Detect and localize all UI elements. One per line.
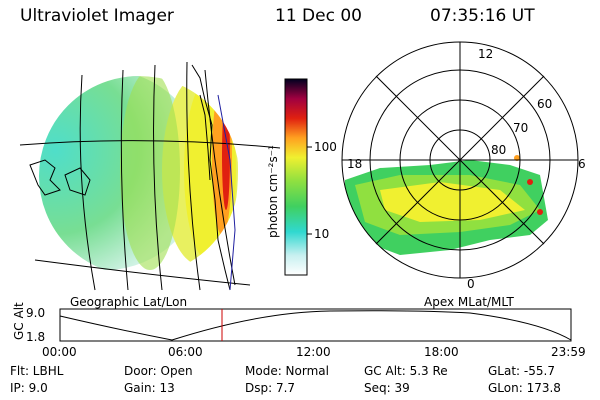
status-flt: Flt: LBHL [10, 364, 64, 378]
status-mode: Mode: Normal [245, 364, 329, 378]
status-gcalt: GC Alt: 5.3 Re [364, 364, 448, 378]
status-seq: Seq: 39 [364, 381, 410, 395]
time-tick-1800: 18:00 [424, 345, 459, 359]
polar-lat-70: 70 [513, 121, 529, 135]
status-glat: GLat: -55.7 [488, 364, 555, 378]
time-tick-0600: 06:00 [168, 345, 203, 359]
left-panel-caption: Geographic Lat/Lon [70, 295, 188, 309]
altitude-frame [59, 308, 572, 342]
time-tick-2359: 23:59 [551, 345, 586, 359]
altitude-y-top: 9.0 [26, 306, 46, 320]
altitude-axis-label: GC Alt [12, 302, 26, 340]
status-dsp: Dsp: 7.7 [245, 381, 296, 395]
polar-lat-80: 80 [491, 143, 507, 157]
time-label: 07:35:16 UT [430, 6, 535, 26]
polar-label-12: 12 [478, 47, 494, 61]
status-gain: Gain: 13 [124, 381, 175, 395]
status-ip: IP: 9.0 [10, 381, 48, 395]
altitude-y-bottom: 1.8 [26, 330, 46, 344]
colorbar-tick-10: 10 [314, 227, 330, 241]
polar-lat-60: 60 [537, 97, 553, 111]
polar-label-0: 0 [467, 277, 475, 291]
polar-label-6: 6 [578, 157, 586, 171]
disc-edge-mask [33, 70, 245, 282]
colorbar-tick-100: 100 [314, 140, 337, 154]
date-label: 11 Dec 00 [275, 6, 362, 26]
colorbar-unit-label: photon cm⁻²s⁻¹ [266, 145, 280, 238]
time-tick-1200: 12:00 [296, 345, 331, 359]
status-glon: GLon: 173.8 [488, 381, 561, 395]
polar-label-18: 18 [347, 157, 363, 171]
right-panel-caption: Apex MLat/MLT [424, 295, 514, 309]
altitude-curve [59, 310, 572, 341]
time-tick-0000: 00:00 [42, 345, 77, 359]
colorbar [284, 78, 308, 276]
status-door: Door: Open [124, 364, 193, 378]
instrument-title: Ultraviolet Imager [20, 6, 174, 26]
